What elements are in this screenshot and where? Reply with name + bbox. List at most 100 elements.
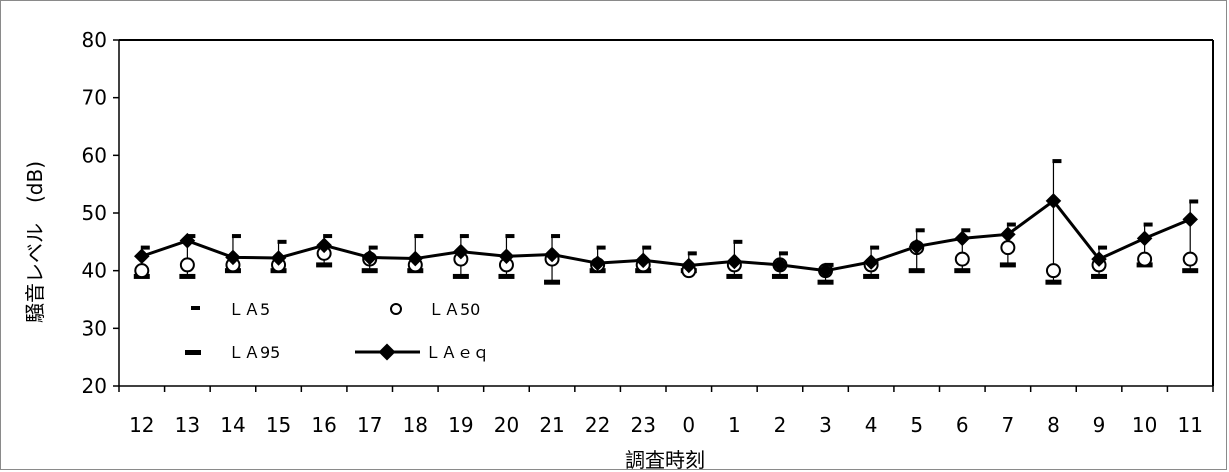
la5-marker: [140, 245, 150, 250]
y-tick-label: 30: [82, 316, 107, 340]
laeq-marker: [954, 230, 971, 247]
la95-marker: [452, 273, 469, 279]
laeq-marker: [1136, 230, 1153, 247]
x-tick-label: 3: [819, 413, 832, 437]
x-tick-label: 15: [266, 413, 291, 437]
laeq-line: [141, 198, 1191, 273]
la5-marker: [642, 245, 652, 250]
laeq-marker: [361, 249, 378, 266]
x-tick-label: 7: [1002, 413, 1015, 437]
x-tick-label: 16: [311, 413, 336, 437]
laeq-marker: [908, 238, 925, 255]
la95-marker: [954, 268, 971, 274]
x-tick-label: 9: [1093, 413, 1106, 437]
la5-marker: [1052, 159, 1062, 164]
la5-marker: [186, 234, 196, 239]
la5-marker: [1006, 222, 1016, 227]
la5-marker: [414, 234, 424, 239]
x-tick-label: 22: [585, 413, 610, 437]
x-tick-label: 8: [1047, 413, 1060, 437]
y-tick-label: 70: [82, 86, 107, 110]
x-tick-label: 18: [403, 413, 428, 437]
legend-marker-la50: [390, 303, 402, 315]
laeq-marker: [772, 257, 788, 273]
la50-marker: [134, 263, 150, 279]
laeq-marker: [1182, 211, 1198, 228]
x-tick-label: 5: [910, 413, 923, 437]
la95-marker: [999, 262, 1016, 268]
x-tick-label: 1: [728, 413, 741, 437]
legend-item-la95: ＬＡ95: [185, 343, 280, 362]
laeq-marker: [134, 248, 150, 265]
x-tick-label: 23: [630, 413, 655, 437]
la95-marker: [771, 273, 788, 279]
la5-marker: [1098, 245, 1108, 250]
x-tick-label: 4: [865, 413, 878, 437]
y-tick-label: 60: [82, 143, 107, 167]
la50-marker: [179, 257, 195, 273]
la5-marker: [277, 239, 287, 244]
la5-marker: [596, 245, 606, 250]
la5-marker: [323, 234, 333, 239]
legend-label-la5: ＬＡ5: [228, 300, 270, 319]
x-tick-label: 10: [1132, 413, 1157, 437]
series-layer: [133, 159, 1199, 285]
la5-marker: [1189, 199, 1199, 204]
la5-marker: [1143, 222, 1153, 227]
y-tick-label: 80: [82, 28, 107, 52]
x-tick-label: 0: [682, 413, 695, 437]
la5-marker: [870, 245, 880, 250]
la95-marker: [316, 262, 333, 268]
la95-marker: [863, 273, 880, 279]
la5-marker: [368, 245, 378, 250]
la95-marker: [361, 268, 378, 274]
laeq-marker: [270, 250, 287, 266]
la95-marker: [908, 268, 925, 274]
legend-marker-la95: [185, 350, 201, 355]
x-tick-label: 21: [539, 413, 564, 437]
legend-item-la50: ＬＡ50: [390, 300, 480, 319]
la95-marker: [817, 279, 834, 285]
la5-marker: [687, 251, 697, 256]
legend: ＬＡ5 ＬＡ50 ＬＡ95 ＬＡｅｑ: [185, 300, 489, 362]
la95-marker: [544, 279, 561, 285]
legend-label-la50: ＬＡ50: [428, 300, 480, 319]
la50-marker: [1045, 263, 1061, 279]
legend-item-laeq: ＬＡｅｑ: [355, 343, 489, 362]
x-tick-label: 12: [129, 413, 154, 437]
legend-label-laeq: ＬＡｅｑ: [425, 343, 489, 362]
la50-marker: [1137, 251, 1153, 267]
la5-marker: [505, 234, 515, 239]
x-tick-label: 2: [774, 413, 787, 437]
la95-marker: [179, 273, 196, 279]
la5-marker: [459, 234, 469, 239]
x-tick-label: 17: [357, 413, 382, 437]
la5-marker: [231, 234, 241, 239]
x-tick-label: 6: [956, 413, 969, 437]
laeq-marker: [1091, 251, 1107, 267]
x-axis-title: 調査時刻: [625, 448, 705, 472]
la50-marker: [1182, 251, 1198, 267]
laeq-marker: [179, 232, 196, 249]
legend-label-la95: ＬＡ95: [228, 343, 280, 362]
x-tick-label: 13: [175, 413, 200, 437]
la5-marker: [961, 228, 971, 233]
la50-marker: [1000, 240, 1016, 256]
la5-marker: [551, 234, 561, 239]
x-tick-label: 11: [1177, 413, 1202, 437]
la95-marker: [726, 273, 743, 279]
la95-marker: [1091, 273, 1108, 279]
laeq-marker: [1045, 193, 1062, 209]
laeq-marker: [316, 237, 332, 254]
la5-marker: [778, 251, 788, 256]
la5-marker: [915, 228, 925, 233]
legend-item-la5: ＬＡ5: [191, 300, 270, 319]
legend-marker-laeq: [378, 343, 396, 361]
la95-marker: [1182, 268, 1199, 274]
axes: [113, 39, 1214, 392]
y-tick-label: 20: [82, 374, 107, 398]
la5-marker: [733, 239, 743, 244]
x-tick-label: 20: [494, 413, 519, 437]
